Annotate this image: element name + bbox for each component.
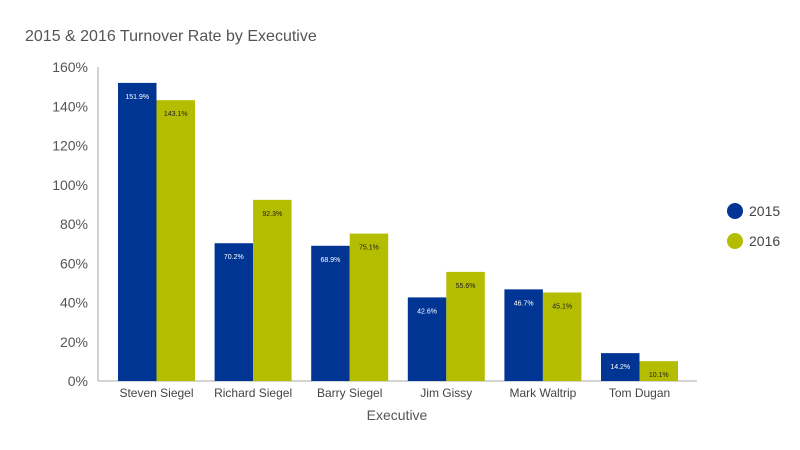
y-tick-label: 40% — [60, 295, 88, 311]
data-label: 45.1% — [552, 303, 572, 310]
y-axis-ticks: 0% 20% 40% 60% 80% 100% 120% 140% 160% — [52, 59, 88, 389]
legend-label: 2016 — [749, 233, 780, 249]
legend-label: 2015 — [749, 203, 780, 219]
x-axis-ticks: Steven Siegel Richard Siegel Barry Siegel J… — [119, 386, 670, 400]
bar-2015-1[interactable] — [214, 243, 254, 381]
data-label: 46.7% — [514, 300, 534, 307]
y-tick-label: 140% — [52, 98, 88, 114]
data-label: 92.3% — [262, 211, 282, 218]
data-label: 143.1% — [164, 111, 188, 118]
y-tick-label: 20% — [60, 334, 88, 350]
x-axis-label: Executive — [367, 407, 428, 423]
bar-2015-3[interactable] — [407, 297, 447, 381]
x-tick-label: Tom Dugan — [609, 386, 670, 400]
legend-swatch — [727, 203, 743, 219]
x-tick-label: Steven Siegel — [119, 386, 193, 400]
y-tick-label: 80% — [60, 216, 88, 232]
x-tick-label: Barry Siegel — [317, 386, 382, 400]
y-tick-label: 60% — [60, 255, 88, 271]
bar-2015-4[interactable] — [504, 289, 543, 381]
x-tick-label: Mark Waltrip — [509, 386, 576, 400]
y-tick-label: 100% — [52, 177, 88, 193]
bar-2015-2[interactable] — [311, 245, 350, 381]
legend-swatch — [727, 233, 743, 249]
y-tick-label: 120% — [52, 138, 88, 154]
bar-2016-5[interactable] — [639, 361, 679, 381]
data-label: 42.6% — [417, 308, 437, 315]
data-label: 75.1% — [359, 245, 379, 252]
data-label: 55.6% — [456, 283, 476, 290]
bar-2016-3[interactable] — [446, 271, 485, 381]
bar-2016-4[interactable] — [542, 292, 582, 381]
data-label: 14.2% — [610, 364, 630, 371]
bar-2016-0[interactable] — [156, 100, 196, 381]
y-tick-label: 0% — [68, 373, 88, 389]
legend-item-2015[interactable]: 2015 — [727, 203, 780, 219]
legend-item-2016[interactable]: 2016 — [727, 233, 780, 249]
data-label: 70.2% — [224, 254, 244, 261]
legend[interactable]: 2015 2016 — [727, 203, 780, 249]
bar-2015-0[interactable] — [118, 82, 157, 382]
bar-2016-2[interactable] — [349, 233, 389, 381]
x-tick-label: Jim Gissy — [420, 386, 472, 400]
bars-group: 151.9% 143.1% 70.2% 92.3% 68.9% 75.1% 42.6% 55.… — [118, 82, 679, 382]
x-tick-label: Richard Siegel — [214, 386, 292, 400]
data-label: 10.1% — [649, 372, 669, 379]
bar-2016-1[interactable] — [253, 199, 292, 381]
y-tick-label: 160% — [52, 59, 88, 75]
bar-2015-5[interactable] — [601, 353, 640, 381]
data-label: 151.9% — [125, 94, 149, 101]
chart-title: 2015 & 2016 Turnover Rate by Executive — [25, 28, 317, 45]
data-label: 68.9% — [321, 257, 341, 264]
